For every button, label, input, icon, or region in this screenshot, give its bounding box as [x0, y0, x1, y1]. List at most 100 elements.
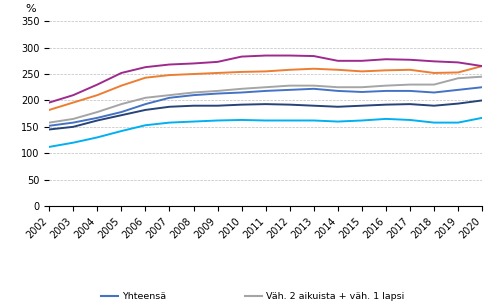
- Väh. 2 aikuista + väh. 1 lapsi: [166, 93, 172, 97]
- Väh. 2 aikuista + väh. 1 lapsi: [215, 89, 220, 93]
- 2 aikuista, ei lapsia: [119, 113, 124, 117]
- Yhteensä: [287, 88, 293, 92]
- Yhteensä: [119, 110, 124, 114]
- 1 hengen talous: [166, 73, 172, 77]
- 1 aikuinen + väh. 1 lapsi: [479, 64, 485, 68]
- 2 aikuista, ei lapsia: [46, 128, 52, 131]
- Väh. 2 aikuista + väh. 1 lapsi: [190, 91, 196, 94]
- 1 aikuinen + väh. 1 lapsi: [407, 58, 413, 62]
- Yhteensä: [311, 87, 317, 91]
- 1 aikuinen + väh. 1 lapsi: [263, 54, 269, 57]
- 1 aikuinen + väh. 1 lapsi: [431, 59, 437, 63]
- Yhteensä: [383, 89, 389, 93]
- Yhteensä: [335, 89, 341, 93]
- Yhteensä: [263, 89, 269, 93]
- 1 hengen talous: [479, 64, 485, 68]
- 1 hengen talous: [383, 68, 389, 72]
- Väh. 2 aikuista + väh. 1 lapsi: [94, 110, 100, 114]
- 1 hengen talous: [263, 70, 269, 73]
- Väh. 2 aikuista + väh. 1 lapsi: [359, 85, 365, 89]
- 1 hengen talous: [335, 68, 341, 72]
- 2 aikuista, ei lapsia: [287, 103, 293, 106]
- 2 aikuista, ei lapsia: [263, 102, 269, 106]
- 2 aikuista, ei lapsia: [239, 103, 245, 106]
- 1 aikuinen + väh. 1 lapsi: [119, 71, 124, 75]
- Väh. 2 aikuista + väh. 1 lapsi: [479, 75, 485, 78]
- Väh. 2 aikuista + väh. 1 lapsi: [143, 96, 149, 100]
- Muu asuntokunta: [215, 119, 220, 122]
- 1 aikuinen + väh. 1 lapsi: [70, 93, 76, 97]
- 2 aikuista, ei lapsia: [335, 105, 341, 108]
- 1 aikuinen + väh. 1 lapsi: [287, 54, 293, 57]
- 1 aikuinen + väh. 1 lapsi: [455, 61, 461, 64]
- Text: %: %: [26, 4, 36, 14]
- Muu asuntokunta: [335, 120, 341, 123]
- Muu asuntokunta: [287, 119, 293, 122]
- Muu asuntokunta: [311, 119, 317, 122]
- 1 hengen talous: [407, 68, 413, 72]
- 1 hengen talous: [455, 71, 461, 74]
- Yhteensä: [455, 88, 461, 92]
- 2 aikuista, ei lapsia: [407, 102, 413, 106]
- Yhteensä: [215, 92, 220, 95]
- 1 hengen talous: [431, 71, 437, 75]
- Yhteensä: [479, 85, 485, 89]
- Muu asuntokunta: [479, 116, 485, 120]
- 2 aikuista, ei lapsia: [479, 98, 485, 102]
- 1 aikuinen + väh. 1 lapsi: [190, 62, 196, 65]
- 2 aikuista, ei lapsia: [383, 103, 389, 106]
- Väh. 2 aikuista + väh. 1 lapsi: [311, 84, 317, 88]
- 1 hengen talous: [190, 72, 196, 76]
- Muu asuntokunta: [166, 121, 172, 125]
- 2 aikuista, ei lapsia: [166, 105, 172, 108]
- 1 hengen talous: [359, 70, 365, 73]
- 2 aikuista, ei lapsia: [359, 104, 365, 108]
- 1 aikuinen + väh. 1 lapsi: [311, 54, 317, 58]
- Väh. 2 aikuista + väh. 1 lapsi: [335, 85, 341, 89]
- Yhteensä: [359, 90, 365, 94]
- Line: Muu asuntokunta: Muu asuntokunta: [49, 118, 482, 147]
- Line: 2 aikuista, ei lapsia: 2 aikuista, ei lapsia: [49, 100, 482, 129]
- 1 hengen talous: [70, 101, 76, 104]
- Yhteensä: [239, 91, 245, 94]
- Väh. 2 aikuista + väh. 1 lapsi: [383, 84, 389, 88]
- 1 hengen talous: [239, 70, 245, 74]
- 1 aikuinen + väh. 1 lapsi: [94, 83, 100, 86]
- Muu asuntokunta: [431, 121, 437, 125]
- 2 aikuista, ei lapsia: [94, 119, 100, 122]
- 1 aikuinen + väh. 1 lapsi: [143, 65, 149, 69]
- 1 hengen talous: [215, 71, 220, 75]
- Muu asuntokunta: [94, 135, 100, 139]
- 2 aikuista, ei lapsia: [70, 125, 76, 129]
- Line: Yhteensä: Yhteensä: [49, 87, 482, 126]
- Väh. 2 aikuista + väh. 1 lapsi: [287, 84, 293, 88]
- Legend: Yhteensä, 1 hengen talous, 1 aikuinen + väh. 1 lapsi, Väh. 2 aikuista + väh. 1 l: Yhteensä, 1 hengen talous, 1 aikuinen + …: [97, 288, 408, 303]
- Väh. 2 aikuista + väh. 1 lapsi: [119, 102, 124, 106]
- Muu asuntokunta: [263, 119, 269, 122]
- Väh. 2 aikuista + väh. 1 lapsi: [239, 87, 245, 91]
- 1 hengen talous: [119, 84, 124, 88]
- 1 aikuinen + väh. 1 lapsi: [335, 59, 341, 63]
- Yhteensä: [94, 116, 100, 120]
- Muu asuntokunta: [143, 123, 149, 127]
- Yhteensä: [407, 89, 413, 93]
- 1 aikuinen + väh. 1 lapsi: [215, 60, 220, 64]
- Väh. 2 aikuista + väh. 1 lapsi: [455, 76, 461, 80]
- 1 hengen talous: [94, 93, 100, 97]
- Väh. 2 aikuista + väh. 1 lapsi: [46, 121, 52, 125]
- Muu asuntokunta: [70, 141, 76, 145]
- Yhteensä: [190, 93, 196, 97]
- Line: Väh. 2 aikuista + väh. 1 lapsi: Väh. 2 aikuista + väh. 1 lapsi: [49, 77, 482, 123]
- Muu asuntokunta: [190, 120, 196, 123]
- 2 aikuista, ei lapsia: [311, 104, 317, 108]
- Muu asuntokunta: [455, 121, 461, 125]
- 1 hengen talous: [143, 76, 149, 79]
- Muu asuntokunta: [407, 118, 413, 122]
- Line: 1 aikuinen + väh. 1 lapsi: 1 aikuinen + väh. 1 lapsi: [49, 55, 482, 102]
- Yhteensä: [166, 96, 172, 100]
- 1 hengen talous: [46, 108, 52, 112]
- 2 aikuista, ei lapsia: [190, 104, 196, 108]
- Yhteensä: [70, 121, 76, 125]
- 1 hengen talous: [311, 67, 317, 71]
- Muu asuntokunta: [46, 145, 52, 149]
